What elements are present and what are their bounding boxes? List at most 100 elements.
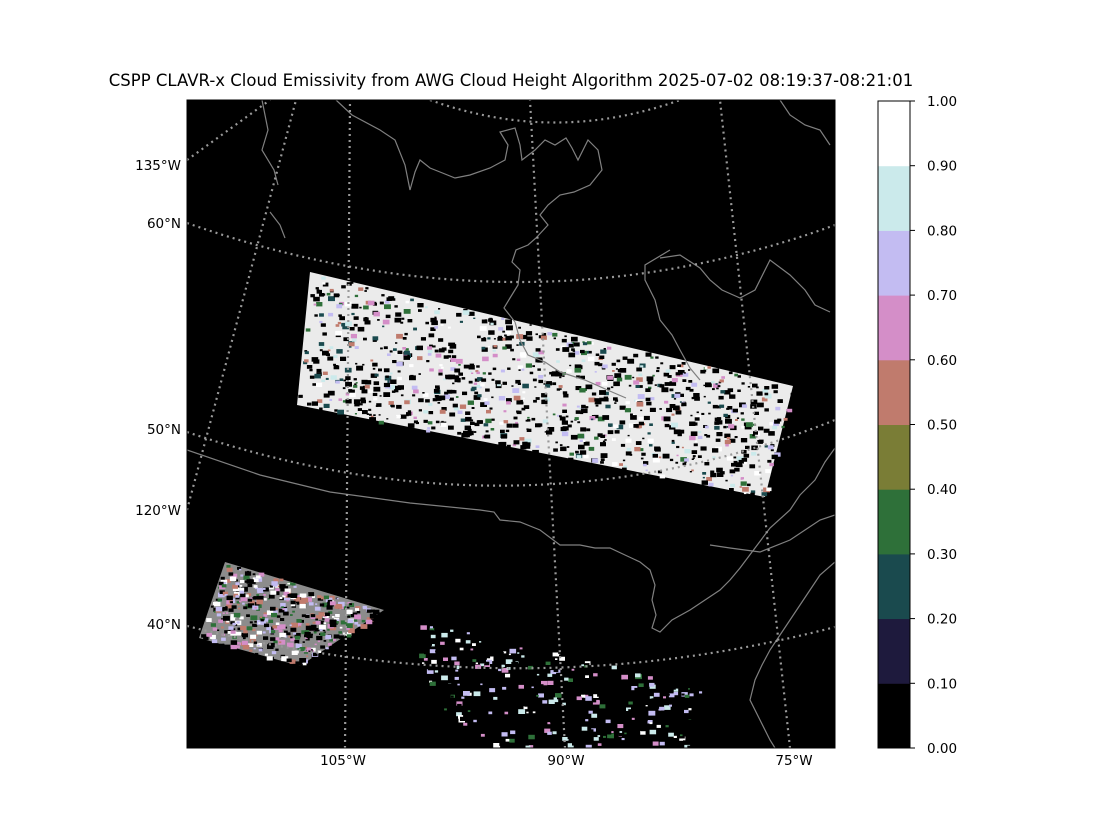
cloud-pixel [271, 612, 278, 618]
cloud-pixel [423, 675, 430, 680]
cloud-pixel [572, 350, 576, 352]
cloud-pixel [563, 393, 569, 398]
cloud-pixel [716, 387, 719, 390]
cloud-pixel [640, 730, 646, 735]
cloud-pixel [506, 330, 512, 335]
cloud-pixel [595, 404, 599, 407]
cloud-pixel [325, 635, 332, 640]
cloud-pixel [422, 393, 429, 398]
cloud-pixel [263, 636, 269, 640]
cloud-pixel [568, 343, 574, 348]
cloud-pixel [553, 668, 559, 672]
cloud-pixel [653, 692, 660, 697]
cloud-pixel [539, 738, 546, 743]
cloud-pixel [423, 658, 428, 661]
cloud-pixel [450, 413, 453, 416]
cloud-pixel [450, 695, 454, 698]
cloud-pixel [295, 661, 302, 666]
map-panel [186, 99, 836, 749]
cloud-pixel [366, 413, 370, 415]
cloud-pixel [467, 430, 474, 436]
cloud-pixel [534, 386, 537, 388]
cloud-pixel [284, 626, 288, 629]
cloud-pixel [681, 402, 687, 407]
cloud-pixel [320, 596, 326, 600]
cloud-pixel [327, 349, 331, 352]
cloud-pixel [257, 620, 264, 625]
cloud-pixel [716, 417, 722, 421]
cloud-pixel [227, 631, 232, 634]
cloud-pixel [240, 580, 245, 584]
cloud-pixel [754, 411, 759, 415]
cloud-pixel [225, 606, 228, 608]
cloud-pixel [725, 418, 732, 424]
cloud-pixel [325, 647, 329, 650]
cloud-pixel [668, 728, 671, 731]
cloud-pixel [273, 640, 278, 644]
cloud-pixel [475, 370, 479, 373]
cloud-pixel [316, 615, 322, 620]
cloud-pixel [228, 608, 234, 612]
cloud-pixel [395, 385, 402, 391]
cloud-pixel [309, 375, 315, 379]
cloud-pixel [555, 371, 563, 377]
cloud-pixel [449, 397, 454, 401]
cloud-pixel [628, 384, 632, 387]
cloud-pixel [649, 696, 654, 699]
cloud-pixel [611, 665, 617, 670]
cloud-pixel [512, 423, 519, 428]
cloud-pixel [391, 298, 396, 301]
cloud-pixel [573, 686, 577, 689]
cloud-pixel [715, 383, 718, 385]
cloud-pixel [255, 577, 263, 582]
cloud-pixel [535, 333, 538, 336]
cloud-pixel [525, 419, 529, 422]
cloud-pixel [625, 438, 632, 443]
cloud-pixel [743, 453, 750, 458]
cloud-pixel [618, 733, 623, 737]
colorbar-segment [878, 683, 910, 749]
cloud-pixel [279, 578, 284, 582]
cloud-pixel [599, 390, 606, 395]
cloud-pixel [704, 462, 710, 466]
cloud-pixel [428, 630, 434, 634]
cloud-pixel [542, 419, 548, 424]
cloud-pixel [631, 686, 638, 691]
cloud-pixel [483, 435, 488, 438]
cloud-pixel [226, 612, 229, 614]
cloud-pixel [364, 320, 371, 325]
cloud-pixel [298, 625, 301, 628]
cloud-pixel [466, 652, 472, 657]
cloud-pixel [573, 342, 580, 347]
cloud-pixel [359, 306, 362, 309]
cloud-pixel [506, 325, 513, 331]
cloud-pixel [438, 369, 443, 373]
cloud-pixel [418, 309, 422, 312]
cloud-pixel [345, 392, 350, 396]
cloud-pixel [477, 377, 483, 381]
cloud-pixel [762, 388, 768, 393]
cloud-pixel [293, 585, 297, 588]
cloud-pixel [222, 607, 228, 611]
cloud-pixel [438, 348, 445, 353]
cloud-pixel [555, 739, 561, 743]
cloud-pixel [418, 373, 421, 375]
cloud-pixel [636, 377, 643, 382]
cloud-pixel [546, 430, 553, 435]
cloud-pixel [523, 706, 528, 710]
cloud-pixel [441, 407, 447, 411]
cloud-pixel [319, 349, 323, 352]
cloud-pixel [741, 425, 746, 429]
cloud-pixel [236, 632, 242, 636]
cloud-pixel [711, 381, 715, 384]
cloud-pixel [529, 324, 532, 326]
cloud-pixel [547, 731, 552, 735]
cloud-pixel [597, 433, 603, 437]
cloud-pixel [473, 395, 481, 400]
cloud-pixel [715, 438, 721, 442]
cloud-pixel [649, 423, 653, 426]
cloud-pixel [619, 731, 623, 733]
cloud-pixel [393, 348, 397, 351]
cloud-pixel [664, 423, 670, 428]
cloud-pixel [369, 413, 372, 416]
